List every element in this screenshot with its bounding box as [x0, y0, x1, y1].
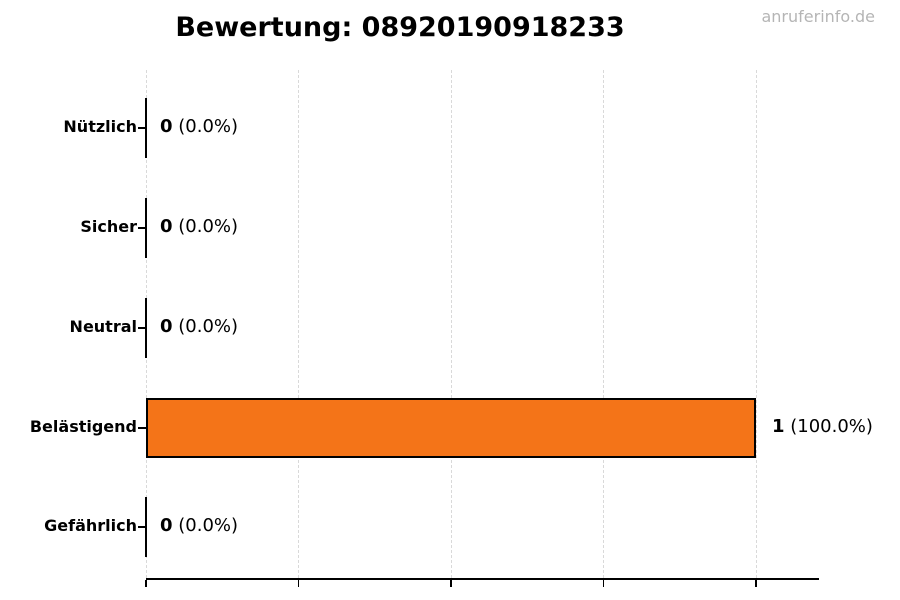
watermark-text: anruferinfo.de: [761, 7, 875, 26]
value-count: 0: [160, 316, 173, 337]
category-label: Sicher: [80, 217, 137, 236]
x-axis-tick: [450, 580, 452, 587]
category-label: Nützlich: [63, 117, 137, 136]
value-label: 0 (0.0%): [160, 316, 238, 337]
value-percent: (0.0%): [172, 515, 239, 536]
x-axis-tick: [602, 580, 605, 587]
value-label: 0 (0.0%): [160, 116, 238, 137]
chart-title: Bewertung: 08920190918233: [175, 12, 625, 43]
value-count: 0: [160, 116, 173, 137]
y-axis-tick: [138, 427, 146, 429]
value-count: 0: [160, 515, 173, 536]
category-label: Belästigend: [29, 417, 137, 436]
category-label: Gefährlich: [44, 516, 137, 535]
value-percent: (0.0%): [172, 116, 239, 137]
zero-bar: [145, 198, 147, 258]
x-axis-tick: [145, 580, 147, 587]
value-count: 0: [160, 216, 173, 237]
x-axis-tick: [755, 580, 757, 587]
x-gridline: [298, 70, 299, 578]
x-gridline: [450, 70, 452, 578]
value-percent: (100.0%): [784, 416, 873, 437]
y-axis-tick: [138, 526, 146, 528]
x-gridline: [603, 70, 604, 578]
zero-bar: [145, 98, 147, 158]
x-axis-line: [146, 578, 819, 580]
value-percent: (0.0%): [172, 316, 239, 337]
y-axis-tick: [138, 127, 146, 129]
bar: [146, 398, 756, 458]
y-axis-tick: [138, 327, 146, 329]
category-label: Neutral: [69, 317, 137, 336]
value-percent: (0.0%): [172, 216, 239, 237]
x-gridline: [755, 70, 757, 578]
value-label: 1 (100.0%): [772, 416, 873, 437]
value-count: 1: [772, 416, 785, 437]
value-label: 0 (0.0%): [160, 216, 238, 237]
zero-bar: [145, 298, 147, 358]
x-axis-tick: [297, 580, 300, 587]
zero-bar: [145, 497, 147, 557]
y-axis-tick: [138, 227, 146, 229]
value-label: 0 (0.0%): [160, 515, 238, 536]
